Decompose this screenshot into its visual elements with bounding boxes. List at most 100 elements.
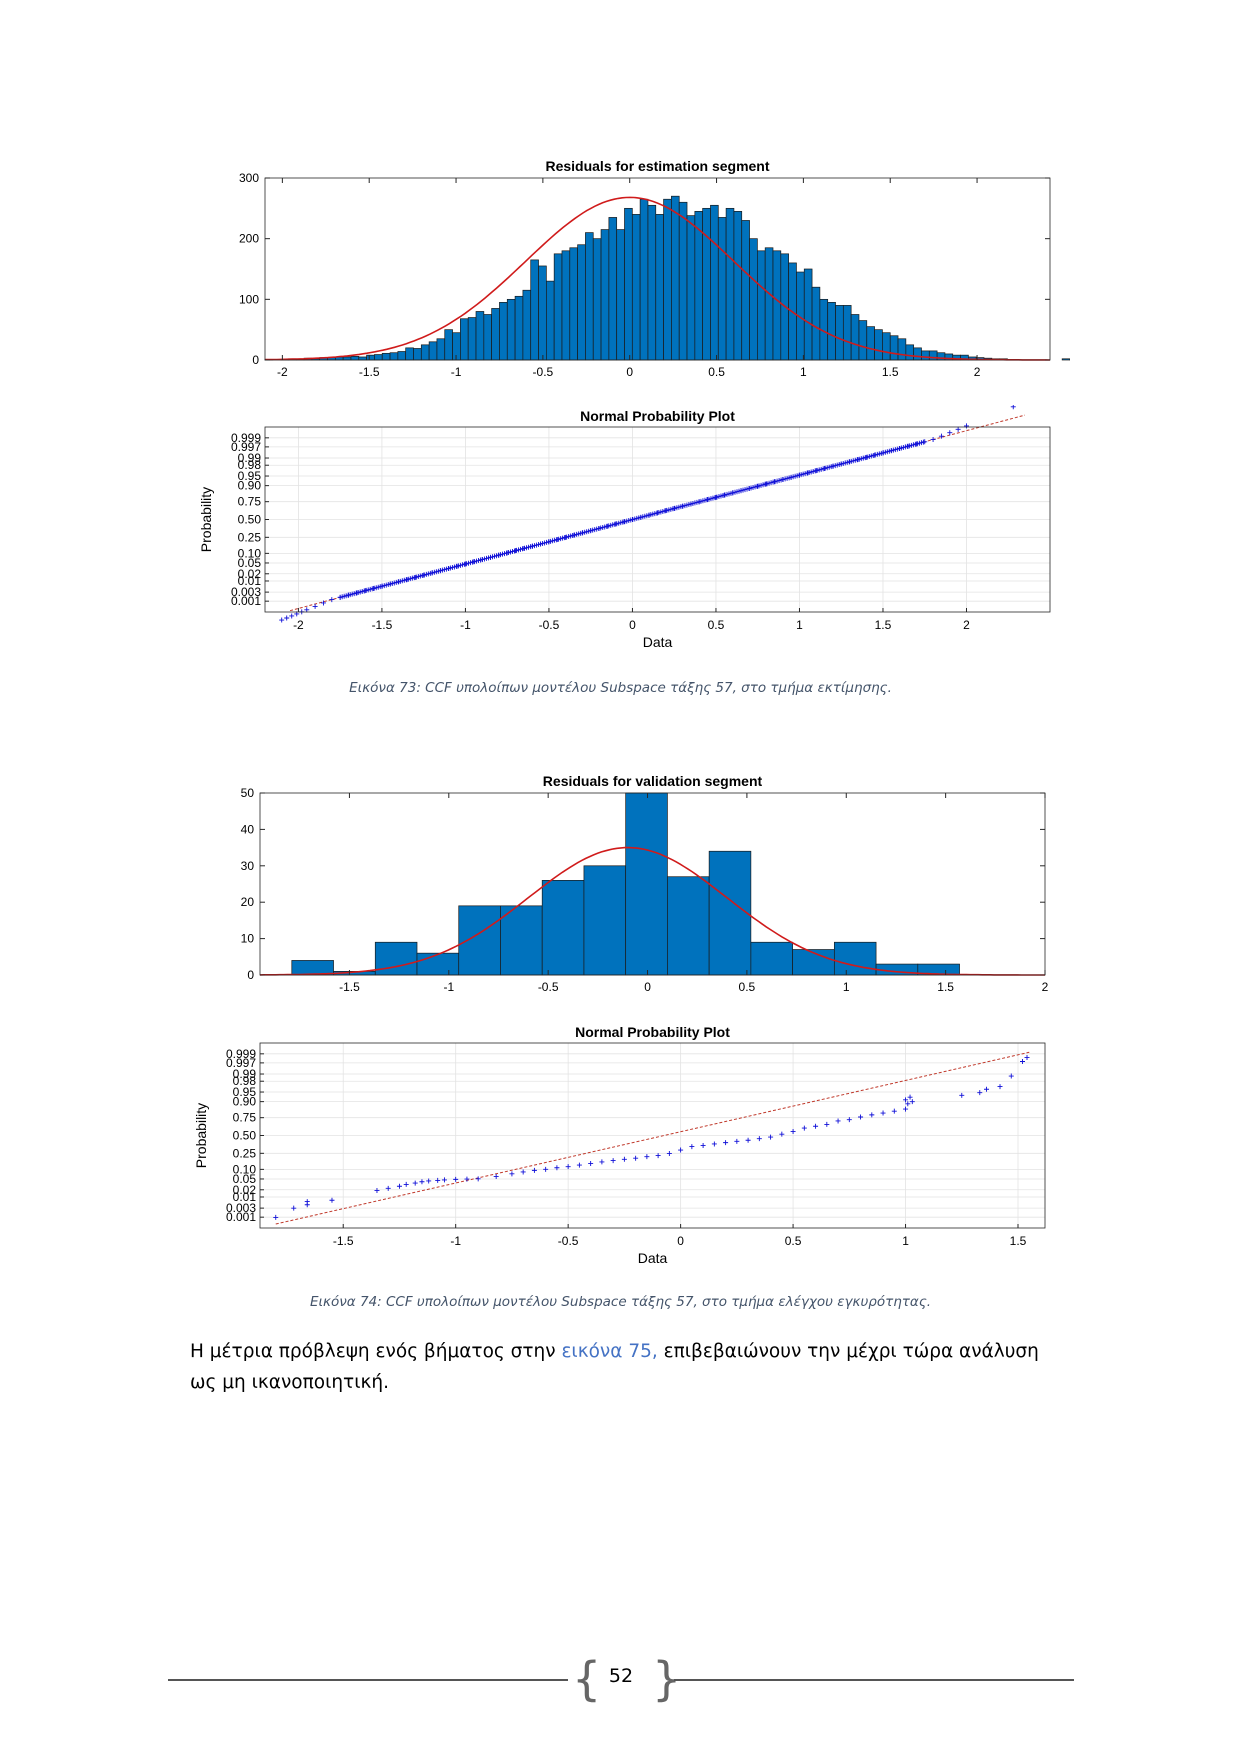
- y-tick-label: 0.003: [231, 585, 261, 599]
- histogram-bar: [741, 220, 750, 361]
- data-point: [880, 1110, 886, 1116]
- histogram-bar: [416, 952, 460, 976]
- histogram-bar: [866, 326, 875, 361]
- histogram-bar: [460, 318, 469, 361]
- data-point: [554, 1165, 560, 1171]
- y-tick-label: 0.99: [238, 451, 262, 465]
- histogram-bar: [631, 214, 641, 361]
- data-point: [475, 1176, 481, 1182]
- x-tick-label: 2: [974, 365, 981, 379]
- chart-title: Residuals for estimation segment: [545, 158, 769, 174]
- y-tick-label: 0: [252, 353, 259, 367]
- data-point: [509, 1171, 515, 1177]
- y-tick-label: 0.02: [238, 567, 262, 581]
- histogram-bar: [858, 320, 868, 361]
- data-point: [576, 1162, 582, 1168]
- data-point: [909, 1099, 915, 1105]
- data-point: [599, 1159, 605, 1165]
- fit-curve: [259, 846, 1045, 976]
- data-point: [279, 617, 285, 623]
- histogram-bar: [499, 302, 508, 361]
- data-point: [903, 1097, 909, 1103]
- y-tick-label: 0.003: [226, 1201, 256, 1215]
- data-point: [723, 1140, 729, 1146]
- x-tick-label: -0.5: [533, 365, 554, 379]
- x-tick-label: 0.5: [739, 980, 756, 994]
- figure-73-probplot: Normal Probability Plot 0.001 0.003 0.01 0.0…: [190, 405, 1070, 665]
- x-tick-label: -0.5: [558, 1234, 579, 1248]
- data-point: [329, 1197, 335, 1203]
- fit-curve: [265, 196, 1051, 361]
- data-point: [689, 1144, 695, 1150]
- x-tick-label: 1.5: [875, 618, 892, 632]
- data-point: [905, 1101, 911, 1107]
- footer-rule-right: [674, 1679, 1074, 1681]
- figure-74-caption: Εικόνα 74: CCF υπολοίπων μοντέλου Subspa…: [309, 1294, 932, 1310]
- histogram-bar: [545, 280, 555, 361]
- x-axis-label: Data: [643, 634, 673, 650]
- histogram-bar: [686, 215, 696, 361]
- histogram-bar: [874, 329, 883, 361]
- x-tick-label: 0.5: [785, 1234, 802, 1248]
- probplot-estimation: Normal Probability Plot0.0010.0030.010.0…: [198, 405, 1051, 650]
- histogram-bar: [889, 335, 899, 361]
- histogram-bar: [671, 195, 680, 361]
- chart-title: Normal Probability Plot: [575, 1024, 730, 1040]
- data-point: [403, 1181, 409, 1187]
- y-tick-label: 0.90: [238, 479, 262, 493]
- histogram-bar: [381, 352, 391, 361]
- histogram-bar: [458, 905, 501, 976]
- x-tick-label: -1.5: [359, 365, 380, 379]
- histogram-bar: [514, 295, 524, 361]
- x-tick-label: -0.5: [539, 618, 560, 632]
- x-tick-label: 2: [1042, 980, 1049, 994]
- y-tick-label: 0.997: [231, 440, 261, 454]
- data-point: [312, 603, 318, 609]
- data-point: [930, 437, 936, 443]
- histogram-bar: [921, 350, 930, 361]
- y-tick-label: 0.50: [238, 513, 262, 527]
- histogram-bar: [553, 253, 563, 361]
- histogram-bar: [500, 905, 543, 976]
- histogram-bar: [444, 329, 453, 361]
- figure-74: Residuals for validation segment -1.5 -1 -0…: [190, 765, 1070, 995]
- data-point: [453, 1176, 459, 1182]
- x-tick-label: 1: [902, 1234, 909, 1248]
- y-axis-label: Probability: [198, 487, 214, 552]
- histogram-bar: [592, 238, 602, 361]
- histogram-bar: [639, 198, 649, 361]
- figure-75-link[interactable]: εικόνα 75,: [561, 1341, 658, 1362]
- data-point: [903, 1106, 909, 1112]
- histogram-bar: [483, 314, 492, 361]
- histogram-validation: Residuals for validation segment -1.5 -1 -0…: [241, 773, 1049, 994]
- y-tick-label: 0.01: [233, 1190, 257, 1204]
- histogram-bar: [624, 207, 633, 361]
- histogram-bar: [436, 338, 446, 361]
- x-tick-label: -2: [293, 618, 304, 632]
- y-tick-label: 0.98: [238, 458, 262, 472]
- y-tick-label: 0.25: [233, 1146, 257, 1160]
- histogram-bar: [541, 880, 585, 976]
- paragraph-text-after: επιβεβαιώνουν την μέχρι τώρα ανάλυση ως …: [190, 1341, 1039, 1393]
- x-tick-label: -1: [443, 980, 454, 994]
- histogram-bar: [928, 350, 938, 361]
- y-tick-label: 10: [241, 932, 255, 946]
- y-tick-label: 0.90: [233, 1095, 257, 1109]
- histogram-bar: [750, 941, 793, 976]
- data-point: [441, 1177, 447, 1183]
- x-tick-label: 1.5: [937, 980, 954, 994]
- y-tick-label: 50: [241, 786, 255, 800]
- histogram-bar: [708, 850, 752, 976]
- y-tick-label: 0.999: [226, 1047, 256, 1061]
- y-tick-label: 300: [239, 171, 259, 185]
- data-point: [801, 1125, 807, 1131]
- data-point: [666, 1150, 672, 1156]
- figure-74-probplot: Normal Probability Plot 0.001 0.003 0.01 0.0…: [190, 1015, 1070, 1280]
- histogram-bar: [389, 352, 399, 361]
- histogram-bar: [625, 792, 668, 976]
- histogram-bar: [608, 217, 618, 361]
- chart-title: Normal Probability Plot: [580, 408, 735, 424]
- histogram-bar: [882, 332, 891, 361]
- y-tick-label: 20: [241, 895, 255, 909]
- y-tick-label: 0.01: [238, 574, 262, 588]
